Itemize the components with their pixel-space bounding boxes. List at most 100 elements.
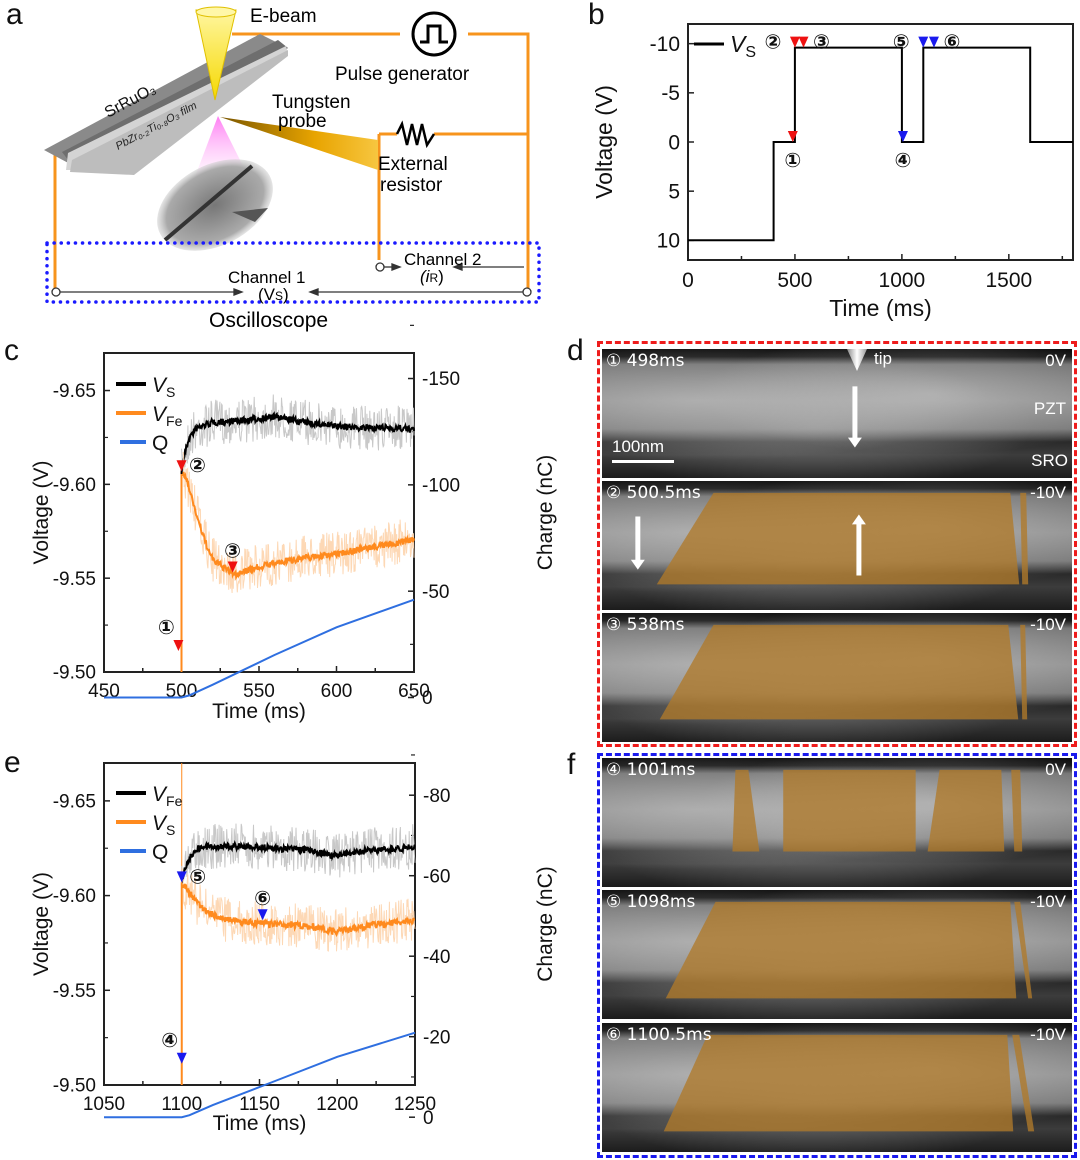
y2-tick-label: -100: [422, 476, 460, 497]
chart-c-group: 450 500 550 600 650 Time (ms) -9.65 -9.60 -9.55 -…: [30, 324, 557, 723]
marker-triangle: [227, 561, 238, 573]
frame-timestamp: ② 500.5ms: [606, 483, 701, 503]
panel-letter-c: c: [4, 334, 19, 367]
tem-frame: ④ 1001ms 0V: [601, 757, 1073, 888]
channel-1-sub: (VS): [258, 285, 289, 304]
series-Q-line: [104, 598, 415, 699]
scale-bar: [612, 460, 674, 463]
x-axis-label: Time (ms): [829, 295, 932, 321]
domain-overlay: [630, 492, 1029, 585]
legend-label: Q: [152, 432, 168, 455]
probe-label: probe: [278, 111, 327, 132]
x-tick-label: 500: [166, 681, 198, 702]
series-VFe-line: [180, 839, 416, 884]
oscilloscope-label: Oscilloscope: [209, 309, 328, 332]
arrow-down-icon: [847, 386, 862, 448]
panel-letter-f: f: [567, 748, 576, 781]
marker-label: ⑥: [254, 886, 271, 910]
domain-overlay: [732, 769, 1023, 852]
legend-label: VFe: [152, 783, 183, 809]
legend-label: VFe: [152, 403, 183, 429]
x-tick-label: 600: [321, 681, 353, 702]
y-axis-label: Voltage (V): [591, 85, 617, 199]
switched-domain-region: [732, 769, 760, 852]
marker-triangle: [257, 909, 268, 921]
resistor-label: resistor: [380, 175, 443, 196]
x-tick-label: 1250: [394, 1094, 436, 1115]
legend-label: VS: [730, 31, 756, 61]
marker-triangle: [897, 131, 908, 142]
x-tick-label: 1100: [161, 1094, 202, 1115]
switched-domain-region: [659, 624, 1019, 720]
y-tick-label: 0: [668, 131, 680, 154]
x-tick-label: 500: [777, 269, 812, 292]
tem-image: [602, 349, 1072, 478]
pzt-label: PZT: [1033, 399, 1066, 418]
marker-label: ③: [224, 539, 241, 563]
x-tick-label: 1200: [316, 1094, 358, 1115]
switched-domain-region: [1020, 624, 1028, 720]
series-VS-line: [688, 46, 1073, 242]
domain-overlay: [663, 1034, 1035, 1132]
tem-inset-image: [157, 159, 273, 251]
x-axis-label: Time (ms): [213, 1112, 307, 1135]
legend-label: VS: [152, 812, 175, 838]
e-beam-label: E-beam: [250, 6, 317, 27]
frame-timestamp: ③ 538ms: [606, 615, 685, 635]
marker-triangle: [928, 36, 939, 48]
x-tick-label: 450: [88, 681, 120, 702]
y2-tick-label: -20: [423, 1027, 450, 1048]
y2-tick-label: 0: [423, 1108, 434, 1129]
pulse-generator-label: Pulse generator: [335, 64, 470, 85]
y2-tick-label: -80: [423, 786, 450, 807]
y-tick-label: -5: [661, 82, 680, 105]
marker-label: ②: [764, 30, 781, 54]
channel-1-label: Channel 1: [228, 268, 306, 287]
sro-label: SRO: [1031, 451, 1068, 470]
marker-triangle: [789, 36, 800, 48]
x-tick-label: 0: [682, 269, 694, 292]
frame-timestamp: ① 498ms: [606, 351, 685, 371]
frame-voltage: -10V: [1030, 615, 1066, 634]
panel-letter-e: e: [4, 746, 21, 779]
x-tick-label: 1500: [985, 269, 1032, 292]
y-tick-label: 10: [657, 230, 680, 253]
pulse-generator-icon: [411, 11, 457, 57]
y-tick-label: -9.55: [53, 569, 96, 590]
y-tick-label: -9.50: [53, 663, 96, 684]
frame-timestamp: ⑥ 1100.5ms: [606, 1025, 712, 1045]
marker-label: ⑤: [189, 864, 206, 888]
marker-label: ①: [158, 615, 175, 639]
marker-label: ⑥: [944, 30, 961, 54]
y2-axis-label: Charge (nC): [534, 866, 557, 982]
y2-tick-label: -40: [423, 947, 450, 968]
legend-label: VS: [152, 374, 175, 400]
panel-letter-a: a: [6, 0, 23, 31]
legend-label: Q: [152, 841, 168, 864]
panel-d-border: [597, 341, 1077, 747]
x-axis-label: Time (ms): [212, 700, 306, 723]
series-VS-line: [180, 411, 415, 475]
switched-domain-region: [1014, 901, 1033, 999]
tem-frame: ② 500.5ms -10V: [601, 480, 1073, 611]
y-axis-label: Voltage (V): [30, 461, 53, 565]
marker-triangle: [176, 871, 187, 883]
x-tick-label: 1050: [83, 1094, 125, 1115]
tem-frame: ⑤ 1098ms -10V: [601, 889, 1073, 1020]
switched-domain-region: [663, 1034, 1014, 1132]
plot-frame: [103, 762, 416, 1086]
y2-tick-label: -60: [423, 866, 450, 887]
y-tick-label: -9.65: [53, 792, 96, 813]
marker-triangle: [176, 460, 187, 472]
plot-frame: [687, 23, 1074, 261]
switched-domain-region: [1020, 492, 1029, 585]
switched-domain-region: [927, 769, 1005, 852]
oscilloscope-box: [45, 241, 541, 304]
series-VS-raw: [181, 394, 415, 476]
marker-triangle: [173, 639, 184, 651]
arrow-down-icon: [630, 516, 645, 570]
x-tick-label: 650: [398, 681, 430, 702]
y2-tick-label: 0: [422, 688, 433, 709]
marker-label: ①: [784, 148, 801, 172]
external-label: External: [378, 154, 448, 175]
